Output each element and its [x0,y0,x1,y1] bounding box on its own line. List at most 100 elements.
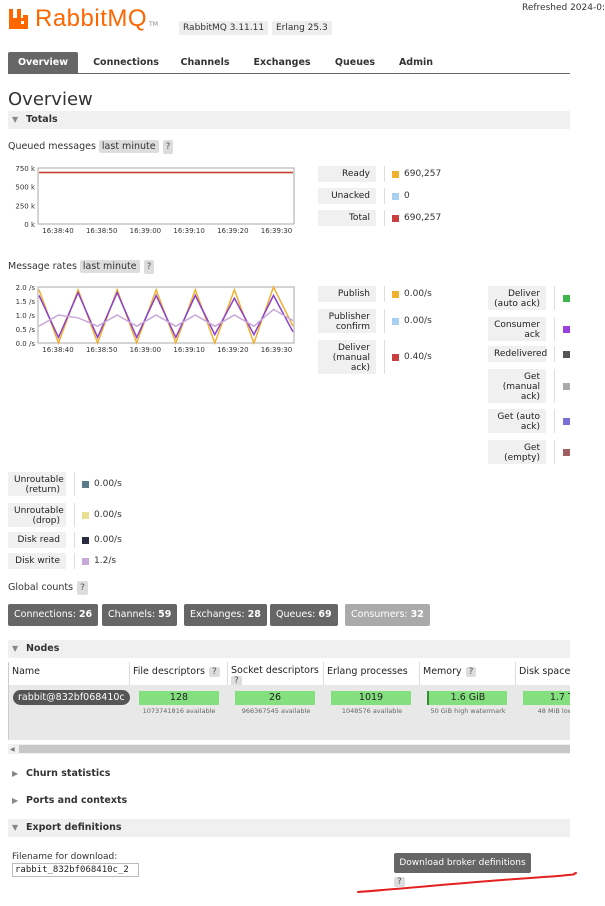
stat-label: Consumer ack [488,317,546,341]
global-count-channels-button[interactable]: Channels: 59 [102,604,178,626]
stat-value: 0.00/s [82,532,122,548]
col-name[interactable]: Name [9,662,130,685]
stat-value: 0 [392,188,410,204]
stat-number: 1.2/s [94,556,117,566]
stat-number: 690,257 [404,213,442,223]
legend-swatch[interactable] [82,557,89,565]
col-file-descriptors[interactable]: File descriptors? [130,662,228,685]
legend-swatch[interactable] [563,325,570,333]
range-selector[interactable]: last minute [98,140,159,153]
series-line-disk-write [38,308,294,328]
y-tick-label: 0 k [24,221,36,229]
help-button[interactable]: ? [394,877,405,887]
col-disk-space[interactable]: Disk space [516,662,570,685]
nodes-table: Name File descriptors? Socket descriptor… [8,662,570,740]
count-value: 69 [318,609,332,620]
nodes-section-header[interactable]: ▼ Nodes [8,640,570,658]
divider [554,369,555,403]
queued-messages-label: Queued messages last minute? [8,140,174,154]
help-button[interactable]: ? [77,581,88,595]
divider [384,340,385,374]
legend-swatch[interactable] [392,214,399,222]
erlang-gauge: 1019 [331,691,411,705]
tab-overview[interactable]: Overview [8,52,78,74]
y-tick-label: 250 k [15,202,36,210]
legend-swatch[interactable] [563,294,570,302]
col-label: Socket descriptors [231,665,319,676]
stat-number: 0 [404,191,410,201]
erlang-available: 1048576 available [341,707,403,715]
legend-swatch[interactable] [392,290,399,298]
global-count-exchanges-button[interactable]: Exchanges: 28 [184,604,267,626]
tab-admin[interactable]: Admin [398,57,434,68]
legend-swatch[interactable] [563,417,570,425]
help-button[interactable]: ? [208,667,220,677]
legend-swatch[interactable] [563,382,570,390]
x-tick-label: 16:39:20 [217,227,248,235]
export-section-header[interactable]: ▼ Export definitions [8,819,570,837]
range-selector[interactable]: last minute [79,260,140,273]
legend-swatch[interactable] [392,353,399,361]
help-button[interactable]: ? [465,667,477,677]
legend-swatch[interactable] [392,317,399,325]
churn-section-header[interactable]: ▶ Churn statistics [8,765,570,783]
totals-section-header[interactable]: ▼ Totals [8,111,570,129]
x-tick-label: 16:39:10 [173,346,204,354]
stat-label: Disk read [8,532,66,548]
red-annotation-stroke [357,872,577,893]
legend-swatch[interactable] [82,480,89,488]
scroll-left-icon[interactable]: ◀ [10,746,15,753]
help-button[interactable]: ? [231,676,242,686]
scrollbar-thumb[interactable] [19,745,570,753]
stat-label: Disk write [8,553,66,569]
legend-swatch[interactable] [392,170,399,178]
y-tick-label: 2.0 /s [16,284,36,292]
stat-number: 0.00/s [94,479,122,489]
message-rates-label: Message rates last minute? [8,260,155,274]
global-count-consumers-button[interactable]: Consumers: 32 [345,604,430,626]
node-name-link[interactable]: rabbit@832bf068410c [13,690,130,705]
tab-connections[interactable]: Connections [93,57,159,68]
section-title: Churn statistics [26,768,111,779]
divider [384,210,385,226]
divider [554,440,555,464]
tab-queues[interactable]: Queues [334,57,376,68]
socket-gauge: 26 [235,691,315,705]
tab-exchanges[interactable]: Exchanges [253,57,311,68]
x-tick-label: 16:38:40 [42,346,73,354]
divider [74,553,75,569]
stat-value: 0.40/s [392,340,432,374]
download-definitions-button[interactable]: Download broker definitions [394,853,531,873]
col-socket-descriptors[interactable]: Socket descriptors? [228,662,324,686]
x-tick-label: 16:39:30 [261,227,292,235]
stat-number: 0.00/s [94,510,122,520]
divider [554,409,555,433]
help-button[interactable]: ? [143,260,155,274]
col-erlang-processes[interactable]: Erlang processes [324,662,420,685]
plot-area [37,167,295,225]
divider [74,532,75,548]
legend-swatch[interactable] [82,511,89,519]
global-count-queues-button[interactable]: Queues: 69 [270,604,338,626]
y-tick-label: 0.0 /s [16,340,36,348]
stat-number: 0.00/s [94,535,122,545]
horizontal-scrollbar[interactable]: ◀ [8,744,570,754]
legend-swatch[interactable] [392,192,399,200]
stat-value [563,440,575,464]
global-count-connections-button[interactable]: Connections: 26 [8,604,99,626]
ports-section-header[interactable]: ▶ Ports and contexts [8,792,570,810]
y-tick-label: 1.5 /s [16,298,36,306]
help-button[interactable]: ? [162,140,174,154]
legend-swatch[interactable] [563,448,570,456]
col-memory[interactable]: Memory? [420,662,516,685]
count-label: Queues: [276,609,319,620]
stat-label: Publisher confirm [318,309,376,333]
stat-value [563,346,575,362]
filename-input[interactable]: rabbit_832bf068410c_2 [12,863,139,877]
legend-swatch[interactable] [82,536,89,544]
count-value: 28 [247,609,261,620]
collapse-arrow-icon: ▼ [12,823,19,832]
tab-channels[interactable]: Channels [180,57,230,68]
legend-swatch[interactable] [563,350,570,358]
section-title: Ports and contexts [26,795,128,806]
